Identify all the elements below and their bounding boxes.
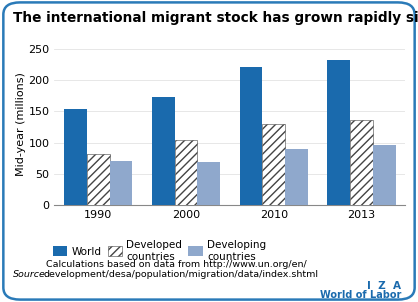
Bar bbox=[152, 97, 175, 205]
Bar bbox=[175, 140, 197, 205]
Bar bbox=[64, 109, 87, 205]
Bar bbox=[87, 154, 110, 205]
Y-axis label: Mid-year (millions): Mid-year (millions) bbox=[15, 72, 25, 176]
Text: Source:: Source: bbox=[13, 270, 48, 279]
Bar bbox=[350, 120, 373, 205]
Bar bbox=[263, 124, 285, 205]
Bar bbox=[373, 145, 396, 205]
Bar bbox=[285, 149, 308, 205]
Bar bbox=[110, 161, 133, 205]
Bar bbox=[240, 67, 263, 205]
Legend: World, Developed
countries, Developing
countries: World, Developed countries, Developing c… bbox=[53, 240, 266, 262]
Bar bbox=[197, 162, 220, 205]
Bar bbox=[327, 60, 350, 205]
Text: I  Z  A: I Z A bbox=[367, 281, 401, 291]
Text: The international migrant stock has grown rapidly since 1990: The international migrant stock has grow… bbox=[13, 11, 418, 24]
Text: Calculations based on data from http://www.un.org/en/
development/desa/populatio: Calculations based on data from http://w… bbox=[43, 260, 318, 279]
Text: World of Labor: World of Labor bbox=[320, 291, 401, 300]
